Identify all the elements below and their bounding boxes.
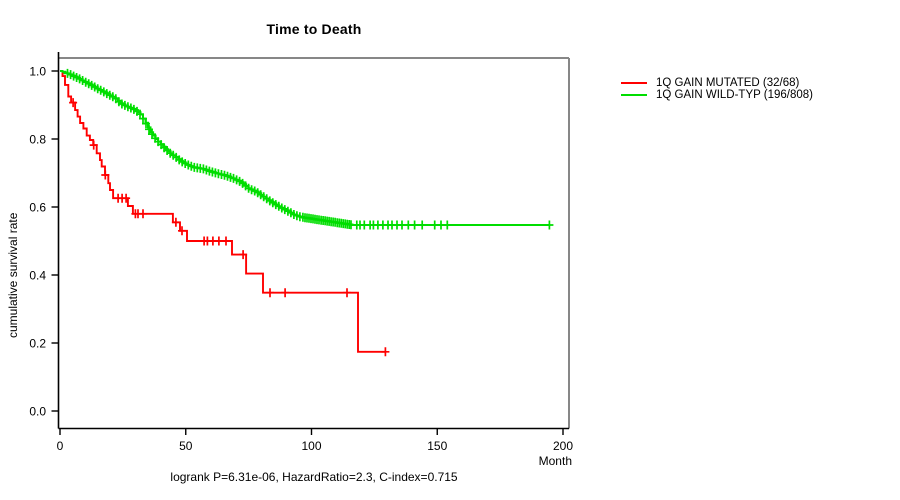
km-curve-mutated — [60, 70, 386, 353]
x-tick-label: 100 — [301, 439, 321, 453]
legend-swatch-mutated-line — [621, 81, 647, 85]
footer-stats: logrank P=6.31e-06, HazardRatio=2.3, C-i… — [170, 470, 458, 484]
y-tick-label: 0.4 — [29, 269, 46, 283]
censor-marks-wildtype — [63, 68, 554, 230]
y-tick-label: 1.0 — [29, 65, 46, 79]
y-tick-label: 0.6 — [29, 201, 46, 215]
km-curve-wildtype — [60, 70, 550, 226]
plot-box-border — [58, 57, 570, 429]
legend-label-wildtype: 1Q GAIN WILD-TYP (196/808) — [656, 89, 814, 101]
y-tick-label: 0.0 — [29, 405, 46, 419]
legend-item-wildtype: 1Q GAIN WILD-TYP (196/808) — [621, 89, 813, 101]
y-tick-label: 0.8 — [29, 133, 46, 147]
x-tick-label: 200 — [553, 439, 573, 453]
x-tick-label: 50 — [179, 439, 193, 453]
x-tick-label: 0 — [57, 439, 64, 453]
axis-lines — [57, 52, 569, 430]
legend: 1Q GAIN MUTATED (32/68) 1Q GAIN WILD-TYP… — [621, 77, 813, 101]
legend-label-mutated: 1Q GAIN MUTATED (32/68) — [656, 77, 800, 89]
x-tick-label: 150 — [427, 439, 447, 453]
y-tick-label: 0.2 — [29, 337, 46, 351]
legend-swatch-wildtype-line — [621, 93, 647, 97]
plot-title: Time to Death — [266, 21, 362, 37]
censor-marks-mutated — [69, 98, 390, 357]
legend-item-mutated: 1Q GAIN MUTATED (32/68) — [621, 77, 813, 89]
x-axis-label: Month — [538, 454, 572, 468]
